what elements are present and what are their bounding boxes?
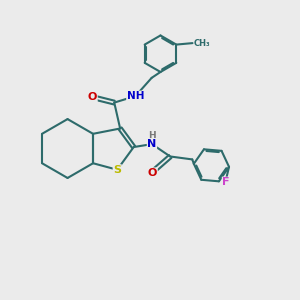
Text: NH: NH <box>127 91 144 101</box>
Text: F: F <box>222 177 230 187</box>
Text: CH₃: CH₃ <box>194 39 210 48</box>
Text: S: S <box>113 165 121 175</box>
Text: N: N <box>147 139 157 149</box>
Text: O: O <box>88 92 97 102</box>
Text: O: O <box>148 168 157 178</box>
Text: H: H <box>148 131 156 140</box>
